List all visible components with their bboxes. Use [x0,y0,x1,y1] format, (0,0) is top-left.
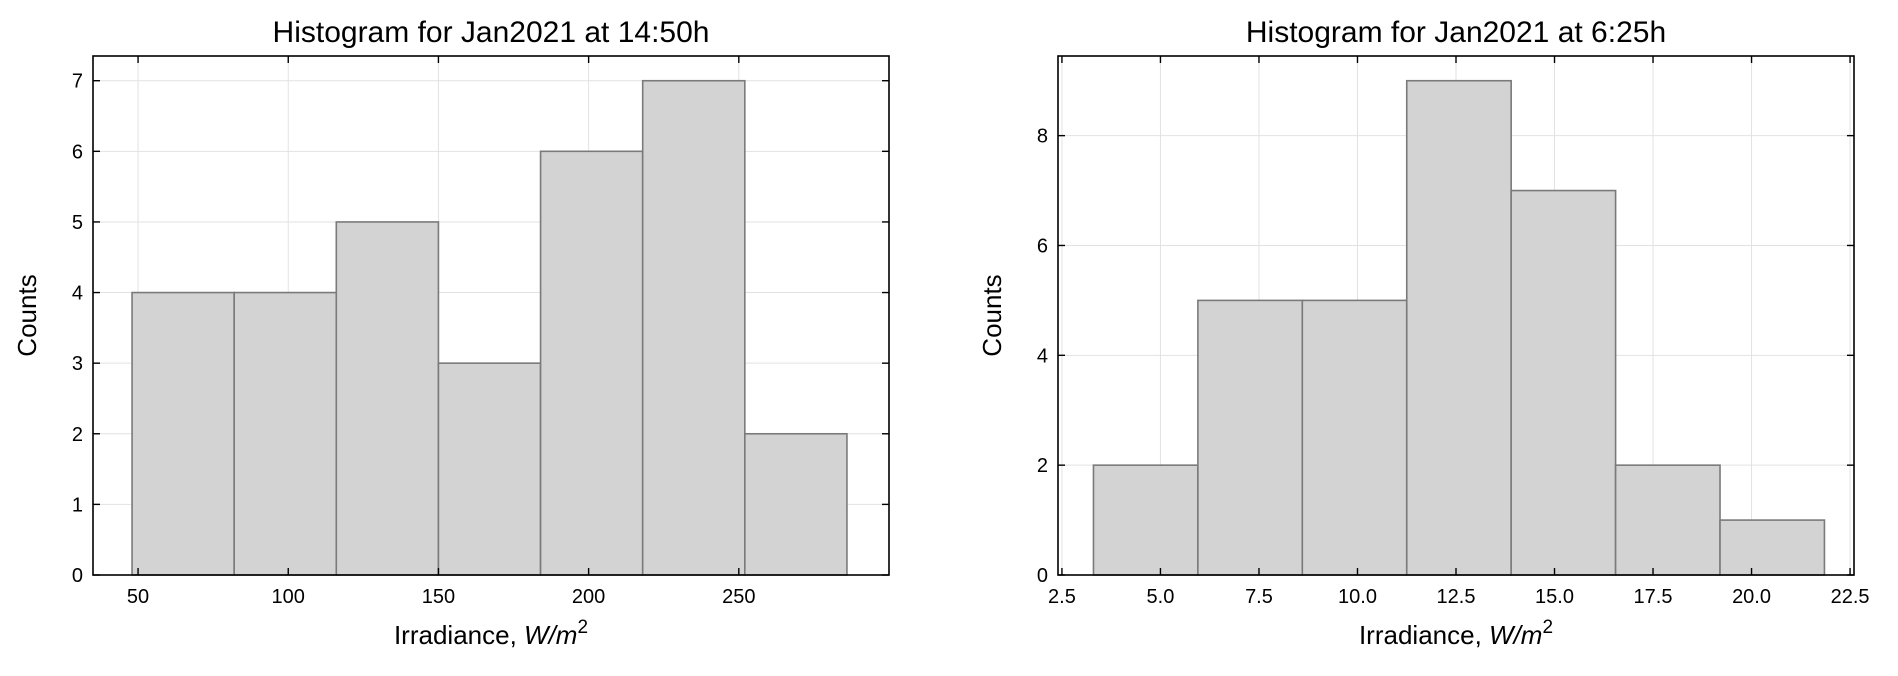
histogram-bar [335,221,440,576]
histogram-bar [744,432,848,576]
y-tick-label: 8 [1037,126,1048,148]
x-axis-label-text: Irradiance, [1359,620,1489,650]
y-tick-label: 6 [1037,235,1048,257]
histogram-bar [1092,464,1199,576]
y-tick-label: 4 [72,283,83,305]
x-tick-label: 200 [572,586,605,608]
y-axis-label: Counts [977,274,1007,356]
x-tick-label: 2.5 [1048,586,1076,608]
histogram-0625h: 2.5 5.0 7.5 10.0 12.5 15.0 17.5 20.0 22.5 0 2 4 6 8 Hi… [977,16,1870,650]
x-tick-label: 22.5 [1831,586,1870,608]
y-tick-label: 7 [72,71,83,93]
x-tick-label: 17.5 [1634,586,1673,608]
x-axis-label-exponent: 2 [577,617,588,638]
x-tick-label: 150 [422,586,455,608]
histogram-bar [1405,79,1512,576]
histogram-bar [539,150,644,576]
y-tick-label: 4 [1037,345,1048,367]
y-tick-label: 6 [72,141,83,163]
x-tick-label: 7.5 [1245,586,1273,608]
x-tick-label: 12.5 [1437,586,1476,608]
histogram-bar [1614,464,1721,576]
plot-frame [92,55,890,576]
x-tick-label: 10.0 [1338,586,1377,608]
histogram-bar [233,291,338,576]
y-tick-label: 3 [72,353,83,375]
histogram-bar [1510,189,1617,576]
x-tick-label: 250 [722,586,755,608]
histogram-bar [1301,299,1408,576]
y-tick-label: 0 [72,565,83,587]
x-axis-label-text: Irradiance, [394,620,524,650]
x-axis-label-exponent: 2 [1542,617,1553,638]
x-axis-label: Irradiance, W/m2 [394,617,588,650]
y-tick-label: 0 [1037,565,1048,587]
x-tick-label: 20.0 [1732,586,1771,608]
histogram-1450h: 50 100 150 200 250 0 1 2 3 4 5 6 7 Histogram for Jan2… [12,16,890,650]
histogram-bar [131,291,235,576]
y-tick-label: 2 [1037,455,1048,477]
x-tick-label: 15.0 [1535,586,1574,608]
y-tick-label: 1 [72,494,83,516]
y-tick-label: 2 [72,424,83,446]
histogram-bar [1197,299,1304,576]
chart-title: Histogram for Jan2021 at 6:25h [1246,16,1666,49]
x-axis-label-unit: W/m [1489,620,1542,650]
histogram-bar [1719,519,1826,576]
histogram-bar [437,362,542,576]
x-tick-label: 100 [272,586,305,608]
x-axis-label-unit: W/m [524,620,577,650]
x-tick-label: 50 [127,586,149,608]
x-axis-label: Irradiance, W/m2 [1359,617,1553,650]
x-tick-label: 5.0 [1147,586,1175,608]
chart-title: Histogram for Jan2021 at 14:50h [273,16,710,49]
histogram-bar [641,79,746,576]
y-axis-label: Counts [12,274,42,356]
y-tick-label: 5 [72,212,83,234]
